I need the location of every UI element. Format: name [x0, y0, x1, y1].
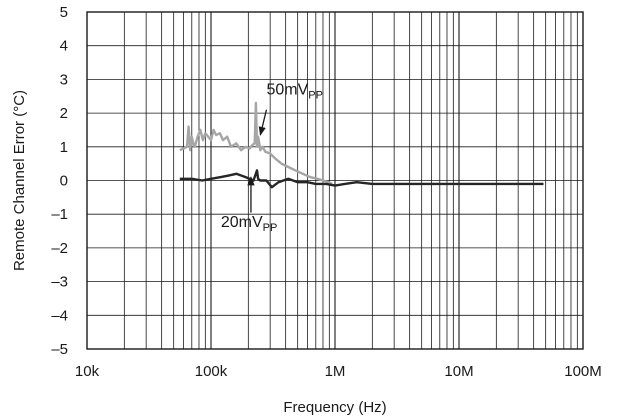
y-tick-label: –2	[51, 240, 68, 257]
y-axis-label: Remote Channel Error (°C)	[11, 90, 28, 271]
x-tick-label: 10M	[444, 363, 473, 380]
annotation-label-main: 20mV	[221, 214, 263, 231]
annotation-label-subscript: PP	[308, 90, 323, 102]
annotation-label-subscript: PP	[263, 222, 278, 234]
y-tick-labels: 5 4 3 2 1 0 –1 –2 –3 –4 –5	[51, 4, 68, 358]
x-tick-labels: 10k 100k 1M 10M 100M	[75, 363, 602, 380]
y-tick-label: 1	[60, 139, 68, 156]
y-tick-label: 3	[60, 71, 68, 88]
x-tick-label: 10k	[75, 363, 100, 380]
y-tick-label: 0	[60, 173, 68, 190]
x-axis-label: Frequency (Hz)	[283, 399, 386, 416]
annotation-label: 50mVPP	[266, 82, 322, 102]
y-tick-label: –3	[51, 274, 68, 291]
plot-frame	[86, 11, 584, 350]
y-tick-label: –5	[51, 341, 68, 358]
series-line-1	[179, 169, 544, 189]
series-line-0	[179, 101, 333, 186]
y-tick-label: –4	[51, 307, 68, 324]
series-lines	[179, 101, 544, 189]
annotation-label: 20mVPP	[221, 214, 277, 234]
y-tick-label: 4	[60, 38, 68, 55]
x-tick-label: 1M	[325, 363, 346, 380]
x-tick-label: 100k	[195, 363, 228, 380]
grid-lines	[87, 12, 583, 349]
y-tick-label: 5	[60, 4, 68, 21]
y-tick-label: –1	[51, 206, 68, 223]
x-tick-label: 100M	[564, 363, 602, 380]
annotation-label-main: 50mV	[266, 82, 308, 99]
y-tick-label: 2	[60, 105, 68, 122]
annotation-arrow	[258, 109, 268, 136]
